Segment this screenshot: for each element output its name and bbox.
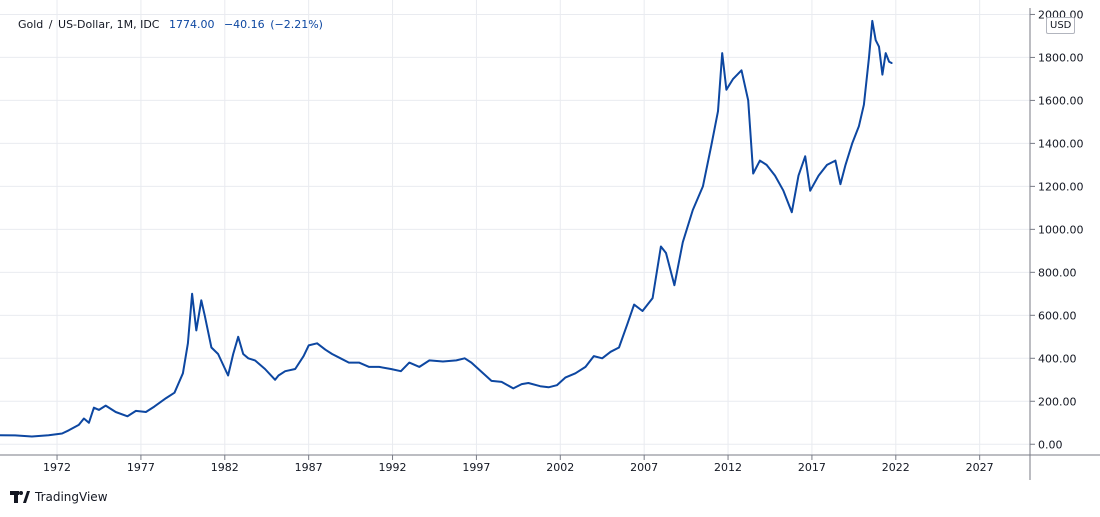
y-tick-label: 800.00 [1038,266,1077,279]
last-price: 1774.00 [168,18,215,31]
price-change: −40.16 [223,18,265,31]
tradingview-brand[interactable]: TradingView [10,490,108,504]
x-tick-label: 2007 [630,461,658,474]
vertical-gridlines [56,0,981,455]
time-axis[interactable]: 1972 1977 1982 1987 1992 1997 2002 2007 2012 2017… [43,455,994,474]
x-tick-label: 1972 [43,461,71,474]
x-tick-label: 1982 [211,461,239,474]
x-tick-label: 1992 [379,461,407,474]
y-tick-label: 1400.00 [1038,137,1084,150]
price-series-line-0[interactable] [0,19,893,438]
x-tick-label: 1977 [127,461,155,474]
x-tick-label: 2027 [966,461,994,474]
y-tick-label: 1000.00 [1038,223,1084,236]
x-tick-label: 1987 [295,461,323,474]
x-tick-label: 2002 [546,461,574,474]
series-layer [0,19,893,438]
y-tick-label: 200.00 [1038,395,1077,408]
currency-badge[interactable]: USD [1046,17,1076,34]
symbol-legend: Gold / US-Dollar, 1M, IDC 1774.00 −40.16… [18,18,325,31]
symbol-separator: / [48,18,53,31]
symbol-description: US-Dollar, 1M, IDC [58,18,160,31]
horizontal-gridlines [0,13,1030,445]
y-tick-label: 0.00 [1038,438,1063,451]
x-tick-label: 2012 [714,461,742,474]
y-tick-label: 600.00 [1038,309,1077,322]
brand-name: TradingView [35,490,108,504]
y-tick-label: 400.00 [1038,352,1077,365]
symbol-name[interactable]: Gold [18,18,44,31]
y-tick-label: 1600.00 [1038,94,1084,107]
x-tick-label: 2017 [798,461,826,474]
y-tick-label: 1800.00 [1038,51,1084,64]
price-change-percent: (−2.21%) [270,18,323,31]
price-axis[interactable]: 0.00 200.00 400.00 600.00 800.00 1000.00 1200.… [1030,8,1084,451]
x-tick-label: 1997 [462,461,490,474]
tradingview-logo-icon [10,491,30,503]
y-tick-label: 1200.00 [1038,180,1084,193]
x-tick-label: 2022 [882,461,910,474]
